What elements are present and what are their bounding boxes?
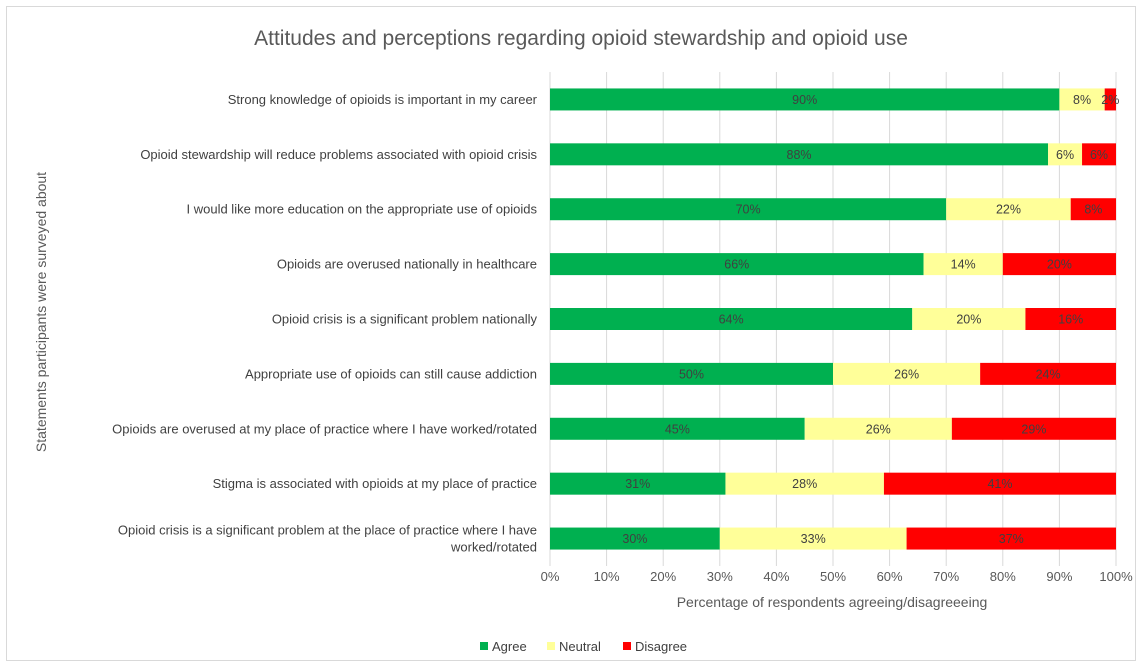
data-label: 45% — [665, 422, 690, 436]
data-label: 20% — [956, 313, 981, 327]
x-tick-label: 90% — [1046, 569, 1072, 584]
x-tick-label: 0% — [541, 569, 560, 584]
bar-neutral — [804, 417, 952, 440]
bar-agree — [550, 198, 947, 221]
bar-agree — [550, 143, 1049, 166]
legend-swatch-agree — [480, 642, 488, 650]
bar-neutral — [1048, 143, 1083, 166]
category-label: Opioid crisis is a significant problem n… — [272, 312, 538, 327]
bar-agree — [550, 88, 1060, 111]
data-label: 50% — [679, 367, 704, 381]
category-label: I would like more education on the appro… — [187, 202, 538, 217]
bar-agree — [550, 308, 913, 330]
legend-label-agree: Agree — [492, 639, 527, 654]
data-label: 26% — [866, 422, 891, 436]
data-label: 31% — [625, 477, 650, 491]
data-label: 28% — [792, 477, 817, 491]
category-label: worked/rotated — [450, 540, 537, 555]
category-label: Opioids are overused at my place of prac… — [112, 421, 537, 436]
category-labels: Strong knowledge of opioids is important… — [112, 92, 538, 555]
bar-disagree — [951, 417, 1116, 440]
data-label: 66% — [724, 258, 749, 272]
x-tick-label: 60% — [877, 569, 903, 584]
category-label: Opioids are overused nationally in healt… — [277, 257, 537, 272]
data-label: 22% — [996, 203, 1021, 217]
y-axis-title: Statements participants were surveyed ab… — [33, 172, 49, 452]
bar-disagree — [1002, 253, 1116, 276]
data-label: 26% — [894, 367, 919, 381]
bar-agree — [550, 472, 726, 495]
bar-neutral — [923, 253, 1003, 276]
chart-title: Attitudes and perceptions regarding opio… — [254, 27, 908, 50]
data-label: 16% — [1058, 313, 1083, 327]
bars-layer: 90% 8% 2% 88% 6% 6% 70% 22% 8% 66% 14% 20% 64% 20% 16%… — [550, 88, 1119, 550]
data-label: 64% — [719, 313, 744, 327]
data-label: 2% — [1101, 93, 1119, 107]
bar-neutral — [725, 472, 884, 495]
bar-disagree — [883, 472, 1116, 495]
bar-agree — [550, 417, 805, 440]
data-label: 30% — [622, 532, 647, 546]
data-label: 70% — [736, 203, 761, 217]
x-tick-label: 30% — [707, 569, 733, 584]
data-label: 20% — [1047, 258, 1072, 272]
x-tick-label: 10% — [594, 569, 620, 584]
data-label: 6% — [1090, 148, 1108, 162]
chart-frame — [6, 6, 1136, 661]
x-tick-label: 40% — [763, 569, 789, 584]
data-label: 24% — [1036, 367, 1061, 381]
x-tick-label: 50% — [820, 569, 846, 584]
legend-label-disagree: Disagree — [635, 639, 687, 654]
bar-agree — [550, 527, 720, 550]
data-label: 6% — [1056, 148, 1074, 162]
legend-swatch-neutral — [547, 642, 555, 650]
data-label: 14% — [951, 258, 976, 272]
data-label: 29% — [1021, 422, 1046, 436]
bar-disagree — [1104, 88, 1116, 111]
category-label: Opioid stewardship will reduce problems … — [140, 147, 537, 162]
legend: Agree Neutral Disagree — [480, 639, 687, 654]
x-axis-title: Percentage of respondents agreeing/disag… — [677, 594, 988, 610]
category-label: Strong knowledge of opioids is important… — [228, 92, 538, 107]
x-tick-label: 70% — [933, 569, 959, 584]
x-tick-label: 80% — [990, 569, 1016, 584]
bar-disagree — [1025, 308, 1116, 330]
x-tick-label: 20% — [650, 569, 676, 584]
category-label: Stigma is associated with opioids at my … — [213, 476, 537, 491]
legend-swatch-disagree — [623, 642, 631, 650]
bar-neutral — [946, 198, 1071, 221]
data-label: 8% — [1084, 203, 1102, 217]
bar-agree — [550, 253, 924, 276]
data-label: 41% — [987, 477, 1012, 491]
bar-disagree — [1082, 143, 1116, 166]
bar-disagree — [1070, 198, 1116, 221]
bar-neutral — [1059, 88, 1105, 111]
bar-disagree — [906, 527, 1116, 550]
x-tick-labels: 0% 10% 20% 30% 40% 50% 60% 70% 80% 90% 100% — [541, 569, 1133, 584]
category-label: Appropriate use of opioids can still cau… — [245, 366, 537, 381]
data-label: 8% — [1073, 93, 1091, 107]
bar-agree — [550, 362, 833, 385]
category-label: Opioid crisis is a significant problem a… — [118, 523, 537, 538]
x-tick-label: 100% — [1099, 569, 1133, 584]
bar-neutral — [912, 308, 1026, 330]
bar-neutral — [719, 527, 907, 550]
bar-disagree — [980, 362, 1116, 385]
data-label: 90% — [792, 93, 817, 107]
bar-neutral — [833, 362, 981, 385]
data-label: 37% — [999, 532, 1024, 546]
data-label: 88% — [787, 148, 812, 162]
data-label: 33% — [801, 532, 826, 546]
legend-label-neutral: Neutral — [559, 639, 601, 654]
